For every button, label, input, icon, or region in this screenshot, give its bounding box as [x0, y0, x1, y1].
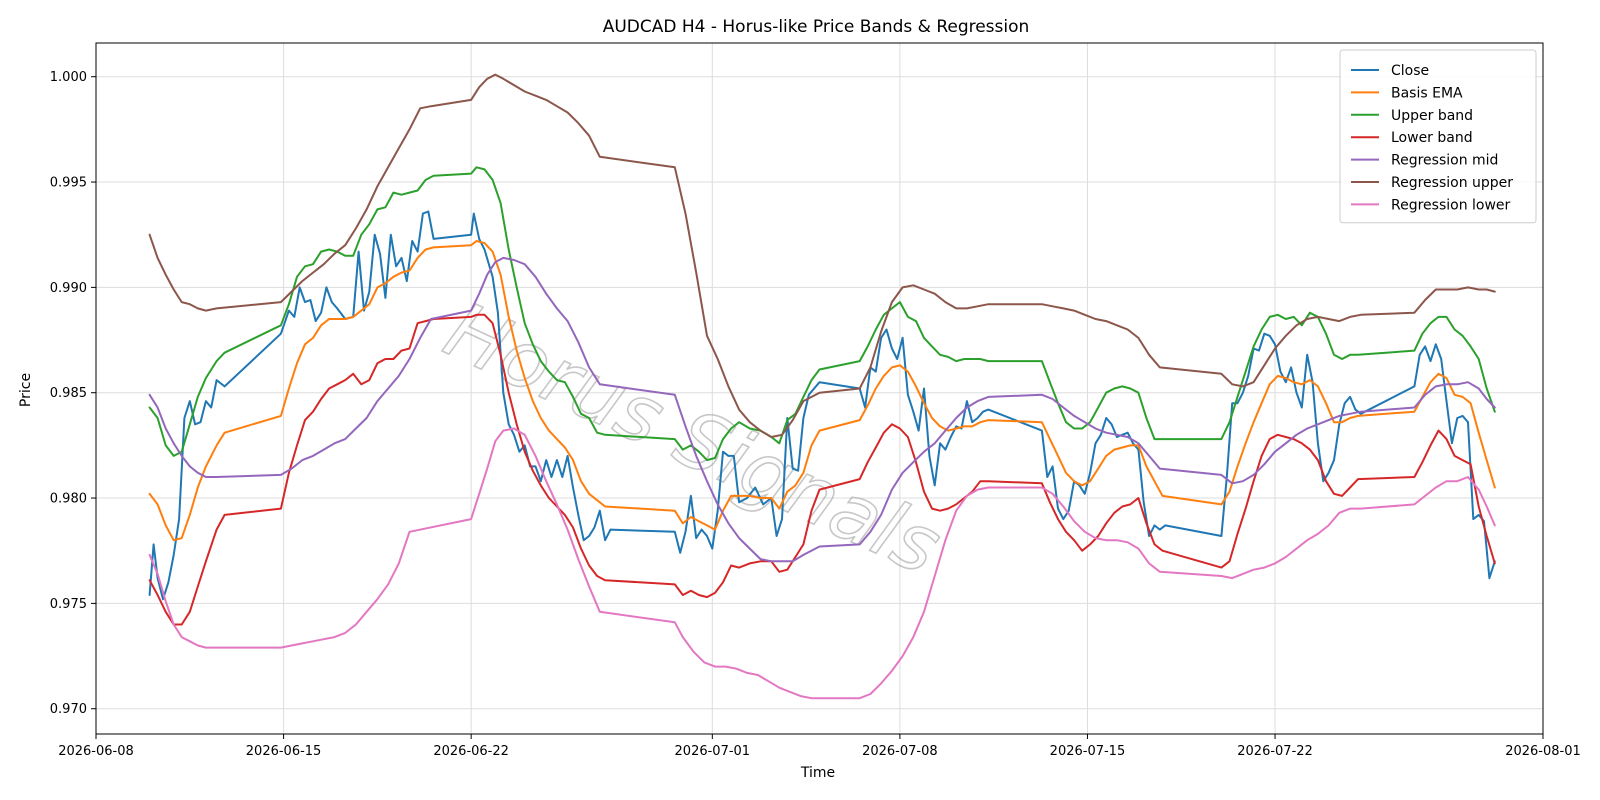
- y-tick-label: 0.985: [50, 386, 87, 401]
- x-tick-label: 2026-06-15: [246, 744, 322, 759]
- x-tick-label: 2026-07-22: [1237, 744, 1313, 759]
- series-line-close: [148, 210, 1496, 601]
- series-line-regression-upper: [148, 73, 1496, 438]
- x-tick-label: 2026-06-22: [433, 744, 509, 759]
- legend-label: Lower band: [1391, 130, 1473, 146]
- y-tick-label: 0.995: [50, 176, 87, 191]
- legend-label: Regression mid: [1391, 153, 1498, 169]
- y-tick-label: 0.975: [50, 597, 87, 612]
- y-tick-label: 1.000: [50, 70, 87, 85]
- series-lines: [148, 73, 1496, 700]
- series-line-regression-mid: [148, 256, 1496, 563]
- x-tick-label: 2026-07-15: [1050, 744, 1126, 759]
- x-tick-label: 2026-06-08: [58, 744, 134, 759]
- x-tick-label: 2026-08-01: [1505, 744, 1581, 759]
- series-line-regression-lower: [148, 427, 1496, 700]
- y-axis-label: Price: [18, 373, 34, 407]
- legend-label: Regression lower: [1391, 197, 1511, 213]
- series-line-basis-ema: [148, 240, 1496, 542]
- series-line-lower-band: [148, 313, 1496, 626]
- legend-label: Close: [1391, 63, 1429, 79]
- y-tick-label: 0.970: [50, 702, 87, 717]
- y-tick-label: 0.980: [50, 492, 87, 507]
- x-tick-label: 2026-07-01: [675, 744, 751, 759]
- chart-title: AUDCAD H4 - Horus-like Price Bands & Reg…: [603, 17, 1030, 37]
- legend-label: Basis EMA: [1391, 85, 1463, 101]
- legend: Close Basis EMA Upper band Lower band Regres…: [1339, 49, 1537, 224]
- grid-lines: [95, 43, 1544, 734]
- plot-frame: [95, 42, 1544, 735]
- x-axis-label: Time: [800, 765, 835, 781]
- series-line-upper-band: [148, 166, 1496, 462]
- y-tick-label: 0.990: [50, 281, 87, 296]
- legend-label: Regression upper: [1391, 175, 1513, 191]
- x-tick-label: 2026-07-08: [862, 744, 938, 759]
- axis-ticks: 2026-06-08 2026-06-15 2026-06-22 2026-07-01…: [50, 70, 1581, 759]
- legend-box: [1339, 49, 1537, 224]
- legend-label: Upper band: [1391, 108, 1473, 124]
